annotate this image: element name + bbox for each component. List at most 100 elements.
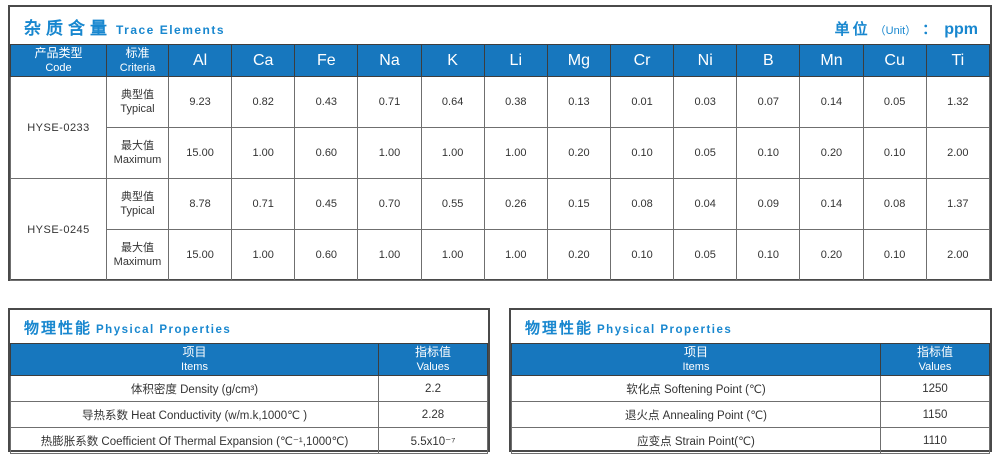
trace-title-zh: 杂质含量 — [24, 19, 112, 38]
value-cell: 0.04 — [673, 178, 738, 230]
column-header-values-zh: 指标值 — [916, 344, 953, 359]
table-row: 体积密度 Density (g/cm³) 2.2 — [10, 375, 488, 402]
value-cell: 0.38 — [483, 76, 548, 128]
column-header-element: K — [420, 44, 485, 77]
column-header-items-zh: 项目 — [683, 344, 708, 359]
column-header-code: 产品类型 Code — [10, 44, 107, 77]
trace-title-en: Trace Elements — [116, 23, 226, 37]
property-value: 1110 — [880, 427, 990, 454]
value-cell: 1.00 — [357, 127, 422, 179]
value-cell: 0.70 — [357, 178, 422, 230]
value-cell: 0.20 — [799, 127, 864, 179]
table-row: 应变点 Strain Point(℃) 1110 — [511, 427, 990, 454]
criteria-label-en: Maximum — [113, 256, 162, 268]
column-header-element: Al — [167, 44, 233, 77]
table-row: 导热系数 Heat Conductivity (w/m.k,1000℃ ) 2.… — [10, 401, 488, 428]
column-header-criteria-zh: 标准 — [125, 45, 150, 60]
value-cell: 0.09 — [736, 178, 801, 230]
value-cell: 1.00 — [483, 229, 548, 281]
value-cell: 0.20 — [546, 127, 611, 179]
value-cell: 0.14 — [799, 76, 864, 128]
value-cell: 0.10 — [862, 229, 927, 281]
value-cell: 0.82 — [231, 76, 296, 128]
value-cell: 1.00 — [420, 229, 485, 281]
value-cell: 1.00 — [231, 127, 296, 179]
property-item: 退火点 Annealing Point (℃) — [511, 401, 881, 428]
value-cell: 1.32 — [925, 76, 991, 128]
criteria-label-zh: 典型值 — [121, 88, 154, 101]
value-cell: 1.37 — [925, 178, 991, 230]
criteria-label-en: Maximum — [113, 154, 162, 166]
column-header-items-en: Items — [682, 361, 710, 374]
value-cell: 2.00 — [925, 127, 991, 179]
value-cell: 0.10 — [862, 127, 927, 179]
criteria-label-en: Typical — [120, 205, 155, 217]
value-cell: 1.00 — [357, 229, 422, 281]
value-cell: 0.05 — [673, 127, 738, 179]
column-header-element: Mg — [546, 44, 611, 77]
property-value: 2.28 — [378, 401, 488, 428]
physical-right-title-en: Physical Properties — [597, 324, 733, 336]
column-header-values-en: Values — [918, 361, 952, 374]
physical-left-title-zh: 物理性能 — [24, 320, 93, 337]
value-cell: 0.08 — [862, 178, 927, 230]
property-value: 1250 — [880, 375, 990, 402]
value-cell: 9.23 — [167, 76, 233, 128]
criteria-label: 典型值 Typical — [106, 178, 169, 230]
property-item: 软化点 Softening Point (℃) — [511, 375, 881, 402]
physical-left-header-row: 项目 Items 指标值 Values — [10, 343, 488, 376]
value-cell: 0.13 — [546, 76, 611, 128]
column-header-element: B — [736, 44, 801, 77]
column-header-element: Li — [483, 44, 548, 77]
column-header-items: 项目 Items — [10, 343, 379, 376]
criteria-label: 典型值 Typical — [106, 76, 169, 128]
column-header-element: Cu — [862, 44, 927, 77]
physical-properties-table-right: 项目 Items 指标值 Values 软化点 Softening Point … — [511, 343, 990, 454]
value-cell: 15.00 — [167, 229, 233, 281]
table-row: HYSE-0233 典型值 Typical 9.23 0.82 0.43 0.7… — [10, 76, 991, 179]
value-cell: 0.60 — [294, 229, 359, 281]
value-cell: 0.26 — [483, 178, 548, 230]
table-row: HYSE-0245 典型值 Typical 8.78 0.71 0.45 0.7… — [10, 178, 991, 281]
value-cell: 0.05 — [862, 76, 927, 128]
column-header-element: Mn — [799, 44, 864, 77]
value-cell: 0.01 — [609, 76, 675, 128]
unit-label: 单位 （Unit） ： ppm — [835, 18, 978, 39]
value-cell: 0.71 — [231, 178, 296, 230]
value-cell: 0.71 — [357, 76, 422, 128]
column-header-criteria: 标准 Criteria — [106, 44, 169, 77]
value-cell: 0.60 — [294, 127, 359, 179]
value-cell: 0.64 — [420, 76, 485, 128]
physical-properties-panel-right: 物理性能 Physical Properties 项目 Items 指标值 Va… — [509, 308, 992, 454]
value-cell: 0.45 — [294, 178, 359, 230]
trace-elements-panel: 杂质含量 Trace Elements 单位 （Unit） ： ppm 产品类型… — [8, 5, 992, 281]
value-cell: 0.10 — [736, 229, 801, 281]
column-header-element: Ni — [673, 44, 738, 77]
property-value: 2.2 — [378, 375, 488, 402]
criteria-label: 最大值 Maximum — [106, 229, 169, 281]
value-cell: 1.00 — [231, 229, 296, 281]
column-header-element: Cr — [609, 44, 675, 77]
value-cell: 1.00 — [483, 127, 548, 179]
physical-right-header-row: 项目 Items 指标值 Values — [511, 343, 990, 376]
value-cell: 0.10 — [736, 127, 801, 179]
table-row: 最大值 Maximum 15.00 1.00 0.60 1.00 1.00 1.… — [11, 229, 991, 281]
value-cell: 0.43 — [294, 76, 359, 128]
column-header-code-en: Code — [45, 62, 72, 75]
property-item: 热膨胀系数 Coefficient Of Thermal Expansion (… — [10, 427, 379, 454]
value-cell: 0.15 — [546, 178, 611, 230]
column-header-criteria-en: Criteria — [119, 62, 156, 75]
value-cell: 0.07 — [736, 76, 801, 128]
criteria-label-zh: 典型值 — [121, 190, 154, 203]
property-value: 5.5x10⁻⁷ — [378, 427, 488, 454]
value-cell: 15.00 — [167, 127, 233, 179]
column-header-items-en: Items — [181, 361, 208, 374]
column-header-element: Ti — [925, 44, 991, 77]
physical-properties-panel-left: 物理性能 Physical Properties 项目 Items 指标值 Va… — [8, 308, 490, 454]
unit-label-zh: 单位 — [834, 21, 871, 38]
column-header-items: 项目 Items — [511, 343, 881, 376]
physical-properties-table-left: 项目 Items 指标值 Values 体积密度 Density (g/cm³)… — [10, 343, 488, 454]
property-item: 应变点 Strain Point(℃) — [511, 427, 881, 454]
value-cell: 0.55 — [420, 178, 485, 230]
